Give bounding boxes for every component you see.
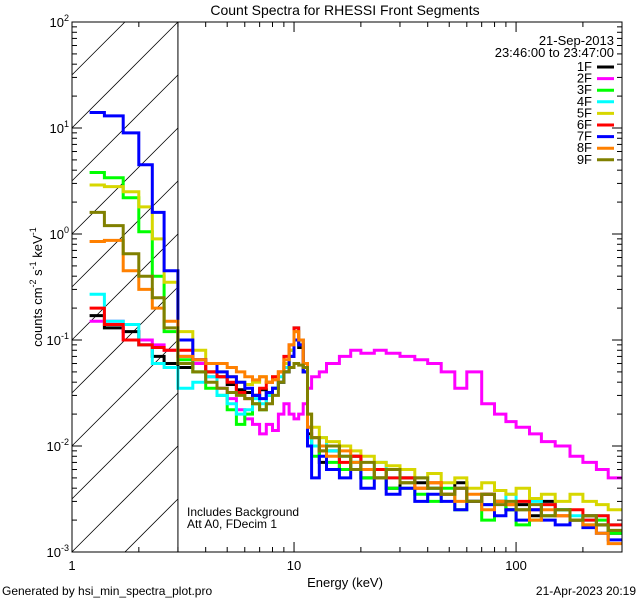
legend-label-9F: 9F: [577, 152, 592, 167]
y-tick-label: 10-3: [47, 543, 69, 560]
hatch-line: [71, 180, 179, 288]
y-tick-label: 10-2: [47, 437, 69, 454]
hatch-line: [71, 74, 179, 182]
series-3F: [89, 171, 622, 535]
hatch-line: [71, 21, 179, 129]
x-tick-label: 100: [505, 558, 527, 573]
footer-timestamp: 21-Apr-2023 20:19: [536, 584, 636, 598]
legend-label-6F: 6F: [577, 117, 592, 132]
note-attenuator: Att A0, FDecim 1: [187, 517, 277, 531]
hatch-line: [71, 127, 179, 235]
chart-title: Count Spectra for RHESSI Front Segments: [210, 2, 479, 18]
hatch-line: [71, 21, 126, 76]
note-background: Includes Background: [187, 505, 299, 519]
date-annotation: 21-Sep-2013: [539, 33, 614, 48]
legend-label-1F: 1F: [577, 59, 592, 74]
plot-frame: [71, 21, 623, 553]
y-tick-labels: 10-3 10-2 10-1 100 101 102: [47, 13, 69, 560]
axis-ticks: [71, 22, 623, 553]
series-7F: [89, 111, 622, 542]
legend-label-7F: 7F: [577, 129, 592, 144]
series-9F: [89, 210, 622, 532]
time-range-annotation: 23:46:00 to 23:47:00: [495, 45, 614, 60]
hatch-line: [124, 498, 179, 553]
y-tick-label: 10-1: [47, 331, 69, 348]
hatch-line: [71, 445, 179, 553]
x-tick-label: 1: [68, 558, 75, 573]
x-tick-label: 10: [287, 558, 301, 573]
y-tick-label: 100: [50, 225, 69, 242]
legend-label-8F: 8F: [577, 140, 592, 155]
legend-label-5F: 5F: [577, 105, 592, 120]
legend-label-3F: 3F: [577, 82, 592, 97]
x-tick-labels: 1 10 100: [68, 558, 527, 573]
y-tick-label: 102: [50, 13, 69, 30]
footer-generated-by: Generated by hsi_min_spectra_plot.pro: [2, 584, 212, 598]
series-group: [89, 111, 622, 546]
hatched-region: [71, 21, 179, 553]
legend-label-4F: 4F: [577, 94, 592, 109]
x-axis-label: Energy (keV): [307, 575, 383, 590]
series-6F: [89, 306, 622, 527]
y-tick-label: 101: [50, 119, 69, 136]
y-axis-label: counts cm-2 s-1 keV-1: [28, 227, 45, 346]
legend-label-2F: 2F: [577, 71, 592, 86]
hatch-line: [71, 392, 179, 500]
